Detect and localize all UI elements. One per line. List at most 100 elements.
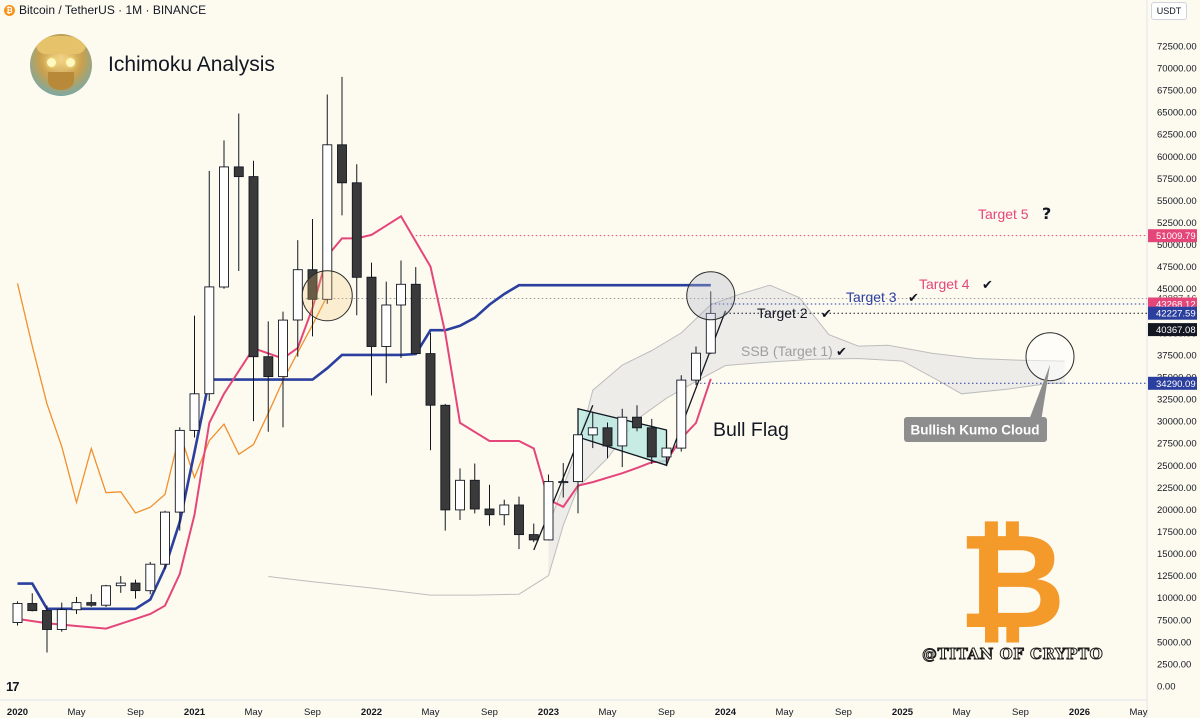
candle-body — [130, 582, 141, 592]
candle — [71, 596, 82, 615]
candle-body — [528, 534, 539, 541]
candle — [646, 418, 657, 464]
candle-body — [499, 504, 510, 516]
candle — [86, 594, 97, 607]
candle-body — [189, 393, 200, 431]
candle — [189, 315, 200, 438]
price-tag-bg — [1148, 306, 1197, 320]
target-mark: ✔ — [982, 278, 993, 293]
price-tag: 42227.59 — [1156, 309, 1196, 320]
candle-body — [602, 427, 613, 447]
y-tick-label: 32500.00 — [1157, 395, 1197, 406]
candle-body — [322, 144, 333, 300]
candle — [174, 427, 185, 531]
candle — [455, 468, 465, 521]
candle — [705, 291, 716, 355]
candle — [573, 428, 583, 514]
candle-body — [248, 176, 259, 358]
candle-body — [587, 427, 598, 436]
price-tag: 43268.12 — [1156, 300, 1196, 311]
candle-body — [573, 434, 583, 483]
y-tick-label: 37500.00 — [1157, 350, 1197, 361]
candle — [322, 94, 333, 304]
price-tag: 34290.09 — [1156, 379, 1196, 390]
target-label: Target 2 — [757, 305, 808, 321]
y-tick-label: 70000.00 — [1157, 64, 1197, 75]
target-mark: ✔ — [821, 307, 832, 322]
y-tick-label: 5000.00 — [1157, 637, 1191, 648]
target-label: Target 3 — [846, 289, 897, 305]
kumo-cloud — [548, 285, 1065, 576]
kumo-past-lower-line — [268, 575, 549, 596]
candle-body — [381, 304, 392, 347]
y-tick-label: 67500.00 — [1157, 86, 1197, 97]
candle — [691, 346, 701, 385]
y-tick-label: 62500.00 — [1157, 130, 1197, 141]
bullish-kumo-cloud-label: Bullish Kumo Cloud — [911, 423, 1040, 438]
price-tag: 40367.08 — [1156, 325, 1196, 336]
currency-button[interactable]: USDT — [1151, 2, 1187, 20]
candle-body — [337, 144, 347, 184]
price-tag-bg — [1148, 376, 1197, 390]
candle-body — [292, 269, 303, 321]
x-tick-label: 2021 — [184, 707, 206, 718]
symbol-title: Bitcoin / TetherUS · 1M · BINANCE — [19, 3, 207, 17]
x-tick-label: 2023 — [538, 707, 559, 718]
candle — [115, 576, 126, 593]
y-tick-label: 20000.00 — [1157, 505, 1197, 516]
author-avatar — [30, 34, 92, 96]
target-mark: ? — [1042, 204, 1051, 223]
candle — [396, 260, 406, 359]
candle — [440, 403, 451, 531]
candle-body — [632, 416, 642, 429]
candle — [145, 561, 156, 595]
candle-body — [646, 427, 657, 458]
bull-flag-label: Bull Flag — [713, 419, 789, 441]
candle — [248, 160, 259, 422]
watermark: @TITAN OF CRYPTO — [921, 645, 1104, 664]
candle-body — [71, 602, 82, 611]
kumo-lower-line — [548, 357, 1065, 576]
y-tick-label: 72500.00 — [1157, 41, 1197, 52]
tradingview-logo-icon[interactable]: 17 — [6, 679, 20, 694]
y-tick-label: 25000.00 — [1157, 461, 1197, 472]
candle — [12, 601, 23, 626]
candle — [219, 140, 229, 289]
callout-box — [904, 417, 1047, 442]
candle — [425, 332, 436, 451]
kumo-upper-line — [548, 284, 1065, 526]
candle-body — [543, 481, 554, 541]
candle-body — [115, 582, 126, 587]
candle-body — [204, 286, 215, 395]
candle-body — [160, 511, 170, 565]
y-tick-label: 50000.00 — [1157, 240, 1197, 251]
candle-body — [263, 356, 274, 378]
candle — [410, 267, 421, 355]
candle-body — [307, 269, 318, 300]
candle-body — [366, 276, 377, 347]
candle — [263, 321, 274, 432]
x-tick-label: Sep — [481, 707, 498, 718]
x-tick-label: May — [953, 707, 971, 718]
callout-pointer — [1026, 364, 1050, 428]
x-tick-label: May — [68, 707, 86, 718]
symbol-header[interactable]: ₿ Bitcoin / TetherUS · 1M · BINANCE — [4, 2, 206, 18]
y-tick-label: 57500.00 — [1157, 174, 1197, 185]
candle-body — [396, 283, 406, 306]
x-tick-label: May — [245, 707, 263, 718]
candle-body — [410, 283, 421, 355]
candle-body — [12, 603, 23, 623]
x-tick-label: May — [599, 707, 617, 718]
price-tag: 51009.79 — [1156, 231, 1196, 242]
x-tick-label: Sep — [304, 707, 321, 718]
candle-body — [351, 182, 362, 278]
x-tick-label: May — [776, 707, 794, 718]
target-label: Target 5 — [978, 206, 1029, 222]
target-mark: ✔ — [908, 291, 919, 306]
candle — [130, 579, 141, 599]
x-tick-label: Sep — [1012, 707, 1029, 718]
kumo-twist-circle — [1025, 332, 1075, 382]
candle-body — [514, 504, 524, 536]
